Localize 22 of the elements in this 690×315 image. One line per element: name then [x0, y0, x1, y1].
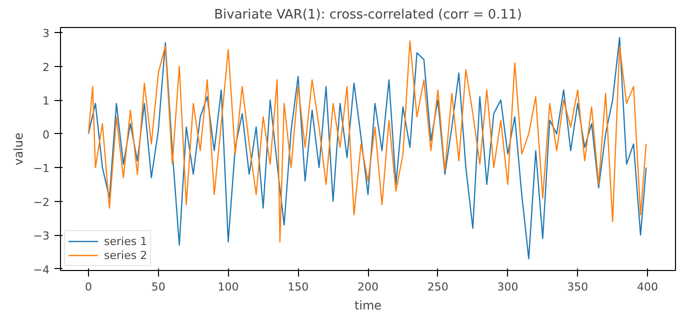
- x-tick-label: 150: [288, 280, 309, 294]
- y-tick-label: 1: [42, 94, 50, 108]
- y-tick-label: −3: [33, 230, 50, 243]
- x-tick-label: 250: [427, 280, 448, 294]
- y-tick-label: −4: [33, 263, 50, 276]
- x-tick-label: 50: [151, 280, 166, 294]
- y-tick-label: 2: [42, 60, 50, 74]
- y-tick-label: 3: [42, 27, 50, 40]
- chart-title: Bivariate VAR(1): cross-correlated (corr = 0.11): [214, 8, 522, 22]
- x-tick-label: 400: [637, 280, 658, 294]
- y-tick-label: −1: [33, 162, 50, 176]
- legend-label: series 2: [104, 248, 148, 262]
- legend-label: series 1: [104, 234, 148, 248]
- y-axis-title: value: [11, 132, 26, 166]
- x-tick-label: 200: [358, 280, 378, 294]
- x-tick-label: 350: [567, 280, 588, 294]
- x-tick-label: 100: [218, 280, 239, 294]
- x-tick-label: 300: [497, 280, 518, 294]
- x-tick-label: 0: [84, 280, 92, 294]
- y-tick-label: −2: [33, 196, 50, 209]
- y-tick-label: 0: [42, 128, 50, 142]
- x-axis-title: time: [354, 298, 382, 312]
